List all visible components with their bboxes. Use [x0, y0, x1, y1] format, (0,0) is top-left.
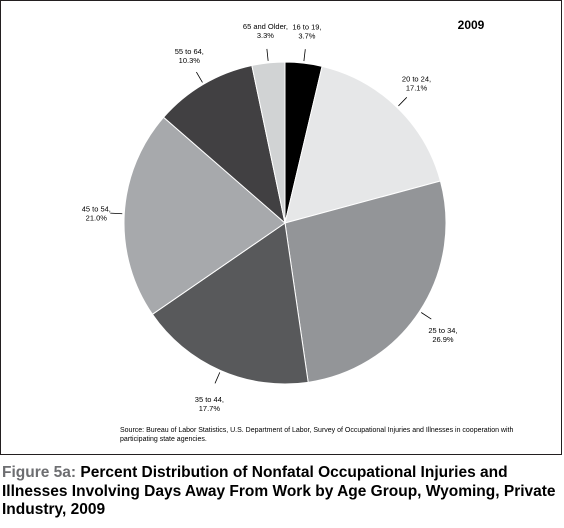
slice-label-3: 35 to 44, 17.7% — [195, 395, 224, 413]
pie-slice-2 — [284, 180, 447, 383]
slice-label-2: 25 to 34, 26.9% — [428, 326, 457, 344]
slice-label-value: 10.3% — [179, 56, 201, 65]
chart-frame: 16 to 19, 3.7% 20 to 24, 17.1% 25 to 34, 26.9… — [0, 0, 562, 455]
slice-label-value: 17.7% — [199, 404, 221, 413]
slice-label-name: 16 to 19, — [292, 22, 321, 31]
pie-slice-6 — [251, 61, 286, 224]
pie-chart: 16 to 19, 3.7% 20 to 24, 17.1% 25 to 34, 26.9… — [82, 22, 458, 413]
slice-label-name: 25 to 34, — [428, 326, 457, 335]
slice-label-0: 16 to 19, 3.7% — [292, 22, 321, 40]
figure-caption: Figure 5a: Percent Distribution of Nonfa… — [2, 464, 562, 520]
pie-slice-5 — [162, 64, 286, 225]
pie-slice-4 — [123, 116, 286, 316]
slice-label-1: 20 to 24, 17.1% — [402, 74, 431, 92]
slice-label-6: 65 and Older, 3.3% — [243, 22, 288, 40]
figure-number: Figure 5a: — [2, 464, 77, 481]
slice-label-name: 35 to 44, — [195, 395, 224, 404]
slice-label-value: 21.0% — [86, 213, 108, 222]
leader-line-4 — [110, 212, 123, 215]
pie-slice-3 — [151, 222, 309, 385]
figure-title: Percent Distribution of Nonfatal Occupat… — [2, 464, 556, 518]
slice-label-name: 55 to 64, — [175, 47, 204, 56]
slice-label-value: 26.9% — [432, 335, 454, 344]
leader-line-5 — [196, 71, 203, 83]
leader-line-0 — [303, 49, 306, 62]
leader-line-3 — [214, 372, 221, 384]
slice-label-value: 3.3% — [257, 31, 274, 40]
source-note: Source: Bureau of Labor Statistics, U.S.… — [120, 427, 514, 443]
slice-label-5: 55 to 64, 10.3% — [175, 47, 204, 65]
slice-label-value: 17.1% — [406, 83, 428, 92]
pie-slice-1 — [284, 65, 442, 224]
leader-line-6 — [266, 48, 269, 61]
chart-year-label: 2009 — [457, 18, 485, 32]
slice-label-name: 20 to 24, — [402, 74, 431, 83]
leader-line-1 — [398, 97, 408, 107]
leader-line-2 — [421, 312, 432, 320]
slice-label-name: 65 and Older, — [243, 22, 288, 31]
slice-label-name: 45 to 54, — [82, 204, 111, 213]
slice-label-4: 45 to 54, 21.0% — [82, 204, 111, 222]
slice-label-value: 3.7% — [298, 31, 315, 40]
